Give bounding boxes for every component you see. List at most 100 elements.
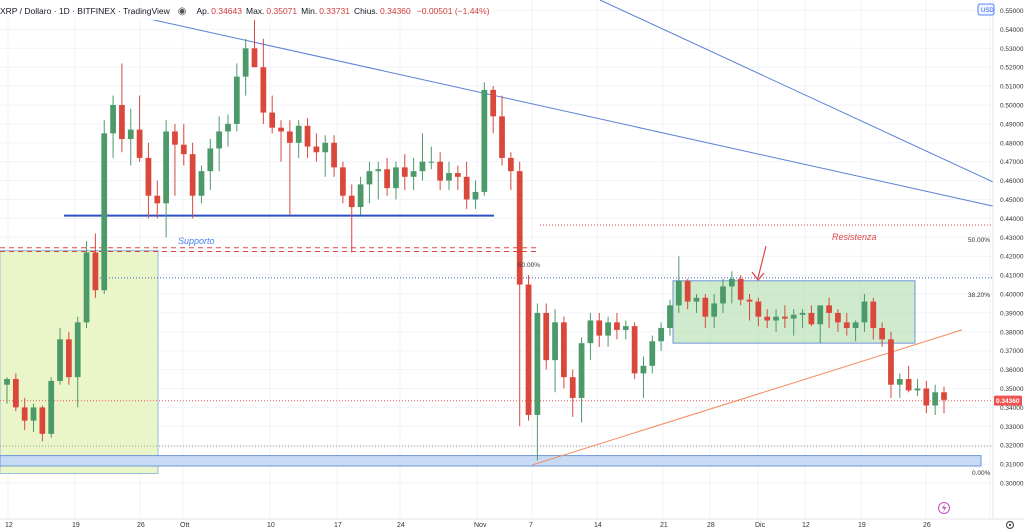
- candle-body: [622, 326, 629, 330]
- y-tick-label: 0.30000: [1000, 481, 1024, 488]
- candle-body: [242, 48, 249, 77]
- low-label: Min.: [301, 6, 318, 16]
- y-tick-label: 0.47000: [1000, 159, 1024, 166]
- candle-body: [180, 144, 187, 155]
- candle-body: [737, 278, 744, 300]
- candle-body: [437, 161, 444, 181]
- candle-body: [640, 365, 647, 374]
- zone-bottom: [0, 455, 982, 467]
- candle-body: [322, 142, 329, 153]
- last-price-text: 0.34360: [996, 398, 1020, 405]
- resistance-arrow: [751, 245, 767, 281]
- x-tick-label: 7: [529, 522, 533, 529]
- x-tick-label: 21: [660, 522, 668, 529]
- candle-body: [251, 48, 258, 68]
- y-tick-label: 0.36000: [1000, 367, 1024, 374]
- candle-body: [313, 146, 320, 153]
- candle-body: [428, 161, 435, 163]
- candle-body: [843, 322, 850, 329]
- candle-body: [30, 407, 37, 421]
- y-tick-label: 0.50000: [1000, 103, 1024, 110]
- last-price-box: [994, 395, 1022, 406]
- open-value: 0.34643: [211, 6, 242, 16]
- y-tick-label: 0.55000: [1000, 8, 1024, 15]
- candle-body: [693, 297, 700, 302]
- fib-50-mid-label: 50.00%: [518, 262, 540, 269]
- candle-body: [163, 131, 169, 204]
- x-tick-label: 10: [267, 522, 275, 529]
- time-axis-bg: [0, 519, 1024, 531]
- candle-body: [286, 131, 293, 143]
- candle-body: [454, 173, 461, 177]
- candle-body: [587, 320, 594, 344]
- candle-body: [684, 280, 691, 302]
- x-tick-label: Nov: [474, 522, 487, 529]
- candle-body: [543, 312, 550, 361]
- candle-body: [507, 157, 514, 172]
- candle-body: [269, 112, 276, 128]
- candle-body: [905, 379, 912, 391]
- settings-gear-icon[interactable]: [1005, 520, 1015, 530]
- candle-body: [233, 76, 240, 124]
- y-tick-label: 0.40000: [1000, 292, 1024, 299]
- high-label: Max.: [245, 6, 265, 16]
- y-tick-label: 0.49000: [1000, 121, 1024, 128]
- candle-body: [145, 157, 152, 196]
- candle-body: [366, 171, 373, 185]
- candle-body: [728, 278, 735, 287]
- y-tick-label: 0.45000: [1000, 197, 1024, 204]
- y-tick-label: 0.33000: [1000, 424, 1024, 431]
- y-tick-label: 0.52000: [1000, 65, 1024, 72]
- resistance-label: Resistenza: [832, 232, 877, 242]
- candle-body: [101, 133, 108, 291]
- candle-body: [393, 167, 399, 189]
- y-tick-label: 0.53000: [1000, 46, 1024, 53]
- candle-body: [74, 322, 81, 378]
- candle-body: [481, 89, 488, 192]
- x-tick-label: 12: [5, 522, 13, 529]
- candle-body: [711, 303, 718, 317]
- candle-body: [384, 169, 390, 189]
- last-price-tag: 0.34360: [994, 395, 1022, 406]
- candle-body: [525, 284, 532, 415]
- candle-body: [596, 320, 603, 336]
- candle-body: [790, 314, 797, 319]
- candle-body: [304, 125, 311, 147]
- eye-icon[interactable]: ◉: [177, 5, 187, 17]
- x-tick-label: 17: [334, 522, 342, 529]
- x-tick-label: 14: [594, 522, 602, 529]
- y-tick-label: 0.37000: [1000, 348, 1024, 355]
- price-axis-bg: [993, 0, 1024, 519]
- candle-body: [782, 316, 788, 319]
- candle-body: [649, 341, 656, 366]
- candle-body: [260, 67, 267, 113]
- candle-body: [923, 388, 930, 406]
- y-tick-label: 0.35000: [1000, 386, 1024, 393]
- candle-body: [852, 322, 859, 329]
- downtrend-line-2: [599, 0, 994, 183]
- gear-ring: [1005, 520, 1015, 530]
- candle-body: [207, 148, 214, 172]
- candle-body: [401, 167, 408, 177]
- close-label: Chius.: [353, 6, 379, 16]
- candle-body: [472, 191, 479, 200]
- y-tick-label: 0.46000: [1000, 178, 1024, 185]
- candle-body: [932, 392, 939, 406]
- x-tick-label: 19: [858, 522, 866, 529]
- symbol-title[interactable]: XRP / Dollaro · 1D · BITFINEX · TradingV…: [0, 6, 170, 16]
- y-tick-label: 0.54000: [1000, 27, 1024, 34]
- candle-body: [57, 339, 63, 381]
- candle-body: [755, 301, 762, 317]
- candle-body: [614, 322, 620, 330]
- y-tick-label: 0.42000: [1000, 254, 1024, 261]
- flash-icon[interactable]: [938, 502, 950, 514]
- candle-body: [773, 316, 779, 321]
- candle-body: [879, 328, 885, 340]
- flash-bolt: [942, 503, 947, 513]
- candle-body: [127, 129, 134, 140]
- change-value: −0.00501 (−1.44%): [416, 6, 490, 16]
- candle-body: [658, 328, 665, 342]
- candle-body: [48, 380, 55, 434]
- fib-50-label: 50.00%: [968, 237, 990, 244]
